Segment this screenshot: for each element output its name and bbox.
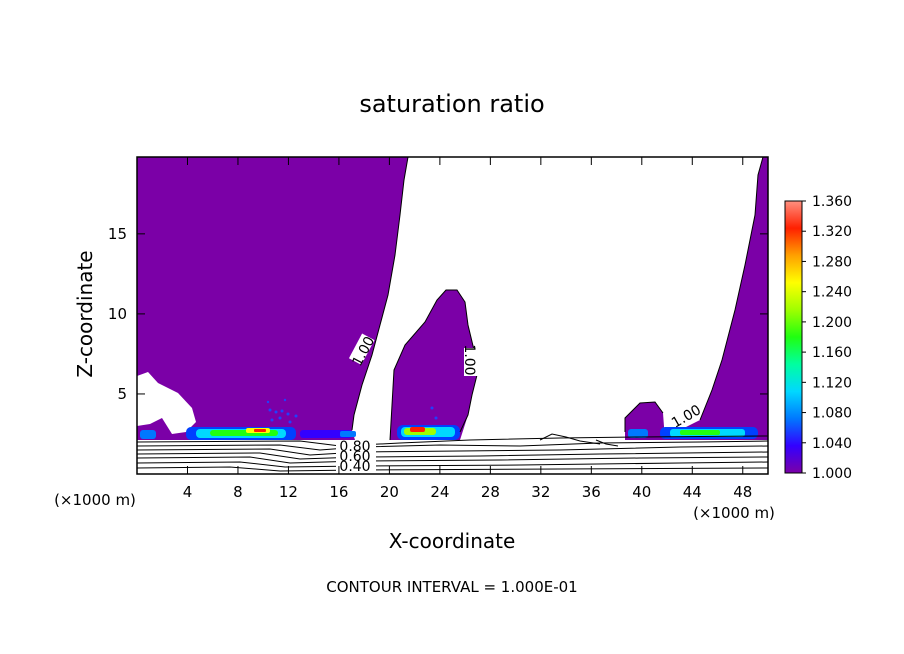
x-tick-label: 48: [733, 483, 752, 501]
colorbar-tick-label: 1.000: [812, 466, 852, 482]
x-tick-label: 16: [329, 483, 348, 501]
x-axis-label: X-coordinate: [389, 529, 516, 553]
contour-label-2: 1.00: [461, 344, 477, 375]
colorbar-tick-label: 1.200: [812, 315, 852, 331]
x-tick-label: 24: [430, 483, 449, 501]
x-tick-label: 32: [531, 483, 550, 501]
x-tick-label: 12: [279, 483, 298, 501]
contour-label-6: 0.40: [339, 459, 370, 475]
contour-label-5: 0.60: [339, 449, 370, 465]
colorbar: [784, 200, 803, 474]
x-unit-right: (×1000 m): [693, 504, 775, 522]
contour-interval-note: CONTOUR INTERVAL = 1.000E-01: [326, 578, 577, 596]
y-axis-ticks: 5 10 15: [108, 225, 768, 403]
x-tick-label: 8: [233, 483, 243, 501]
plot-frame: [136, 156, 769, 475]
x-tick-label: 36: [582, 483, 601, 501]
x-tick-label: 44: [683, 483, 702, 501]
saturated-region-center: [390, 290, 477, 440]
y-tick-label: 10: [108, 305, 127, 323]
x-tick-label: 40: [632, 483, 651, 501]
cloud-band-center: [397, 425, 460, 440]
colorbar-tick-label: 1.160: [812, 345, 852, 361]
y-tick-label: 15: [108, 225, 127, 243]
x-tick-label: 20: [380, 483, 399, 501]
y-tick-label: 5: [117, 385, 127, 403]
colorbar-tick-label: 1.040: [812, 436, 852, 452]
contour-line-1.00: [351, 157, 764, 441]
unsaturated-notch-left: [137, 372, 196, 434]
y-axis-label: Z-coordinate: [73, 250, 97, 377]
x-tick-label: 4: [183, 483, 193, 501]
saturated-region-left: [137, 157, 408, 440]
colorbar-tick-label: 1.360: [812, 194, 852, 210]
cloud-band-left: [140, 427, 356, 440]
colorbar-tick-label: 1.280: [812, 254, 852, 270]
saturated-region-right: [660, 157, 768, 440]
chart-title: saturation ratio: [359, 90, 544, 118]
x-tick-label: 28: [481, 483, 500, 501]
x-axis-ticks: 4 8 12 16 20 24 28 32 36 40 44 48: [183, 157, 752, 501]
contour-lines-lower: [137, 433, 768, 472]
plot-area: 1.00 1.00 1.00 0.80 0.60 0.40: [137, 157, 768, 475]
x-unit-left: (×1000 m): [54, 491, 136, 509]
colorbar-tick-label: 1.120: [812, 375, 852, 391]
colorbar-tick-label: 1.080: [812, 406, 852, 422]
scattered-blue-dots: [266, 398, 438, 424]
colorbar-tick-label: 1.240: [812, 285, 852, 301]
colorbar-tick-labels: 1.360 1.320 1.280 1.240 1.200 1.160 1.120 1.080…: [802, 194, 852, 482]
colorbar-tick-label: 1.320: [812, 224, 852, 240]
contour-label-4: 0.80: [339, 439, 370, 455]
